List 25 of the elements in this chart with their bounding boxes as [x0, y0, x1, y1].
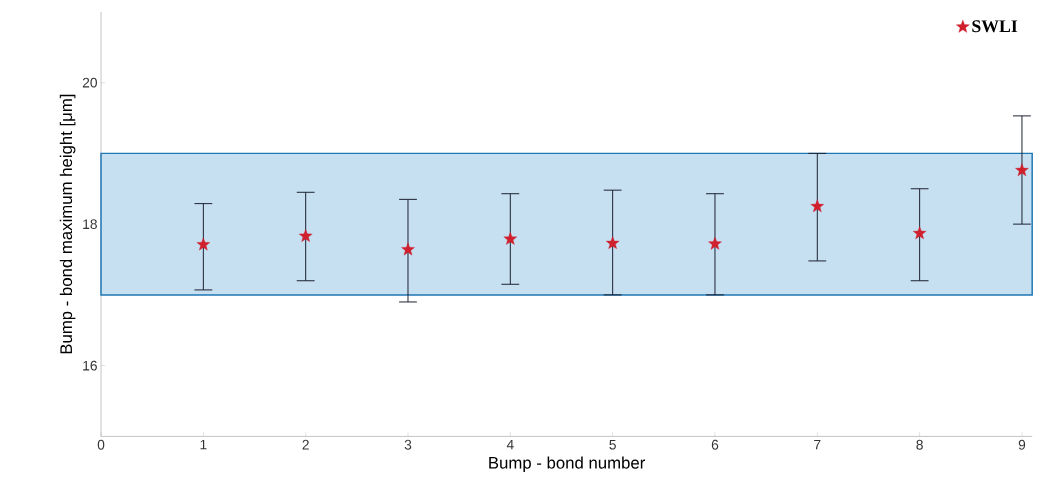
point: [298, 229, 313, 242]
x-tick-label: 6: [711, 439, 719, 450]
point: [401, 242, 415, 256]
point: [1015, 163, 1029, 177]
y-tick-label: 16: [83, 360, 97, 371]
y-tick-label: 18: [83, 219, 97, 230]
x-tick-label: 1: [200, 439, 207, 450]
x-tick-label: 9: [1018, 439, 1026, 450]
point: [810, 199, 825, 213]
x-tick-label: 4: [506, 439, 514, 450]
x-tick-label: 0: [97, 439, 105, 450]
x-tick-label: 3: [404, 439, 412, 450]
x-tick-label: 8: [916, 439, 923, 450]
y-axis-title: Bump - bond maximum height [μm]: [59, 94, 76, 354]
point: [196, 237, 211, 251]
point: [605, 236, 620, 250]
y-tick-label: 20: [82, 77, 97, 88]
x-tick-label: 2: [302, 439, 309, 450]
point: [912, 226, 927, 240]
legend-label: SWLI: [972, 20, 1018, 33]
point: [503, 231, 518, 245]
x-axis-title: Bump - bond number: [489, 456, 646, 473]
x-tick-label: 5: [609, 439, 616, 450]
point: [708, 236, 722, 250]
x-tick-label: 7: [814, 439, 821, 450]
